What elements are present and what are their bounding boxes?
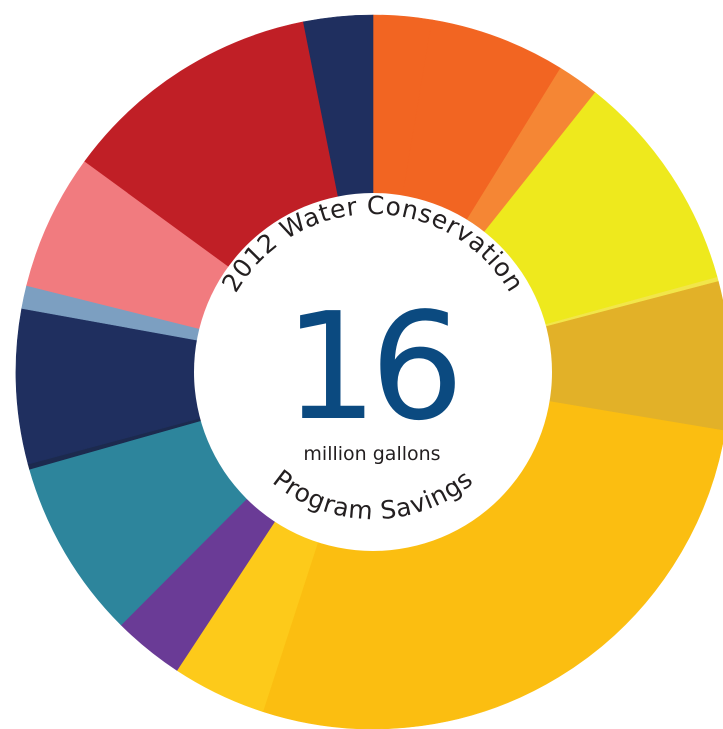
center-value: 16	[284, 281, 456, 453]
donut-slices	[15, 14, 723, 729]
center-unit: million gallons	[303, 443, 440, 465]
donut-hole	[194, 193, 552, 551]
